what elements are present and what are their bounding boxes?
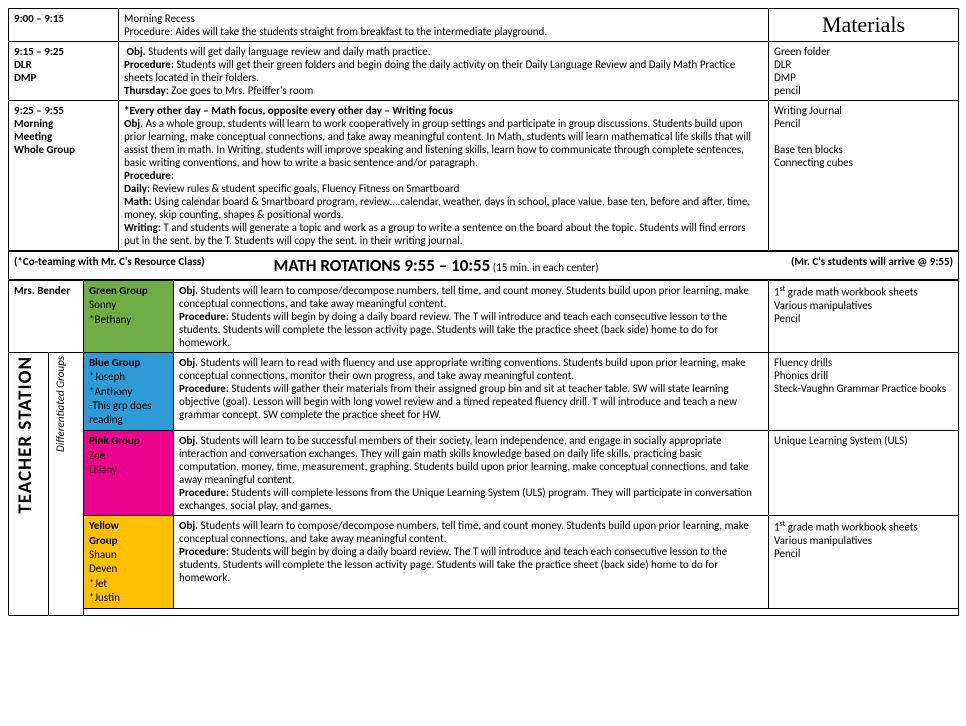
rotation-header-table: (*Co-teaming with Mr. C's Resource Class… <box>8 251 959 280</box>
group-name: Blue Group <box>89 356 140 369</box>
obj-text: Students will learn to compose/decompose… <box>179 519 749 545</box>
time-label: 9:25 – 9:55 <box>14 104 64 117</box>
table-row: 9:15 – 9:25 DLR DMP Obj. Students will g… <box>9 42 959 101</box>
table-row: 9:25 – 9:55 MorningMeetingWhole Group *E… <box>9 101 959 251</box>
materials-cell: Writing Journal Pencil Base ten blocks C… <box>769 101 959 251</box>
diff-groups-label: Differentiated Groups <box>54 356 67 452</box>
teacher-station-cell: TEACHER STATION <box>9 353 49 616</box>
materials-cell: Fluency drills Phonics drill Steck-Vaugh… <box>769 353 959 431</box>
time-label: 9:00 – 9:15 <box>14 12 64 25</box>
group-students: *Joseph *Anthony -This grp does reading <box>89 370 151 426</box>
spacer <box>84 609 959 616</box>
group-desc: Obj. Students will learn to read with fl… <box>174 353 769 431</box>
desc-cell: *Every other day – Math focus, opposite … <box>119 101 769 251</box>
focus-line: *Every other day – Math focus, opposite … <box>124 104 453 117</box>
materials-cell: 1st grade math workbook sheetsVarious ma… <box>769 281 959 353</box>
obj-text: Students will learn to compose/decompose… <box>179 284 749 310</box>
materials-cell: Green folder DLR DMP pencil <box>769 42 959 101</box>
group-name: Green Group <box>89 284 148 297</box>
group-students: Sonny *Bethany <box>89 298 131 325</box>
rotation-right: (Mr. C's students will arrive @ 9:55) <box>709 252 959 280</box>
table-row: TEACHER STATION Differentiated Groups Bl… <box>9 353 959 431</box>
materials-header: Materials <box>769 9 959 42</box>
group-cell-green: Green Group Sonny *Bethany <box>84 281 174 353</box>
time-cell: 9:00 – 9:15 <box>9 9 119 42</box>
rotation-center: MATH ROTATIONS 9:55 – 10:55 (15 min. in … <box>269 252 709 280</box>
group-desc: Obj. Students will learn to compose/deco… <box>174 516 769 609</box>
group-students: Shaun Deven *Jet *Justin <box>89 548 120 604</box>
group-cell-blue: Blue Group *Joseph *Anthony -This grp do… <box>84 353 174 431</box>
obj-text: Students will learn to read with fluency… <box>179 356 746 382</box>
time-label: 9:15 – 9:25 <box>14 45 64 58</box>
group-cell-pink: Pink Group Zoe Liliany <box>84 431 174 516</box>
diff-groups-cell: Differentiated Groups <box>49 353 84 616</box>
time-cell: 9:25 – 9:55 MorningMeetingWhole Group <box>9 101 119 251</box>
group-name: YellowGroup <box>89 519 119 546</box>
materials-cell: Unique Learning System (ULS) <box>769 431 959 516</box>
procedure-label: Procedure: <box>124 169 174 182</box>
rotation-note: (15 min. in each center) <box>493 261 599 274</box>
desc-title: Morning Recess <box>124 12 195 25</box>
group-students: Zoe Liliany <box>89 449 117 476</box>
group-cell-yellow: YellowGroup Shaun Deven *Jet *Justin <box>84 516 174 609</box>
time-sub: DLR DMP <box>14 58 36 84</box>
desc-cell: Morning Recess Procedure: Aides will tak… <box>119 9 769 42</box>
table-row: Pink Group Zoe Liliany Obj. Students wil… <box>9 431 959 516</box>
group-desc: Obj. Students will learn to be successfu… <box>174 431 769 516</box>
teacher-name: Mrs. Bender <box>9 281 84 353</box>
desc-body: Procedure: Aides will take the students … <box>124 25 547 38</box>
table-row: Mrs. Bender Green Group Sonny *Bethany O… <box>9 281 959 353</box>
table-row: 9:00 – 9:15 Morning Recess Procedure: Ai… <box>9 9 959 42</box>
rotation-title: MATH ROTATIONS 9:55 – 10:55 <box>274 255 491 276</box>
spacer-row <box>9 609 959 616</box>
group-name: Pink Group <box>89 434 140 447</box>
coteam-note: (*Co-teaming with Mr. C's Resource Class… <box>14 255 205 268</box>
groups-table: Mrs. Bender Green Group Sonny *Bethany O… <box>8 280 959 616</box>
arrival-note: (Mr. C's students will arrive @ 9:55) <box>791 255 953 268</box>
table-row: YellowGroup Shaun Deven *Jet *Justin Obj… <box>9 516 959 609</box>
time-cell: 9:15 – 9:25 DLR DMP <box>9 42 119 101</box>
materials-cell: 1st grade math workbook sheetsVarious ma… <box>769 516 959 609</box>
lesson-plan-table: 9:00 – 9:15 Morning Recess Procedure: Ai… <box>8 8 959 251</box>
desc-cell: Obj. Students will get daily language re… <box>119 42 769 101</box>
teacher-station-label: TEACHER STATION <box>14 356 37 514</box>
rotation-left: (*Co-teaming with Mr. C's Resource Class… <box>9 252 269 280</box>
group-desc: Obj. Students will learn to compose/deco… <box>174 281 769 353</box>
obj-text: As a whole group, students will learn to… <box>124 117 751 169</box>
time-sub: MorningMeetingWhole Group <box>14 117 75 156</box>
obj-text: Students will learn to be successful mem… <box>179 434 749 486</box>
